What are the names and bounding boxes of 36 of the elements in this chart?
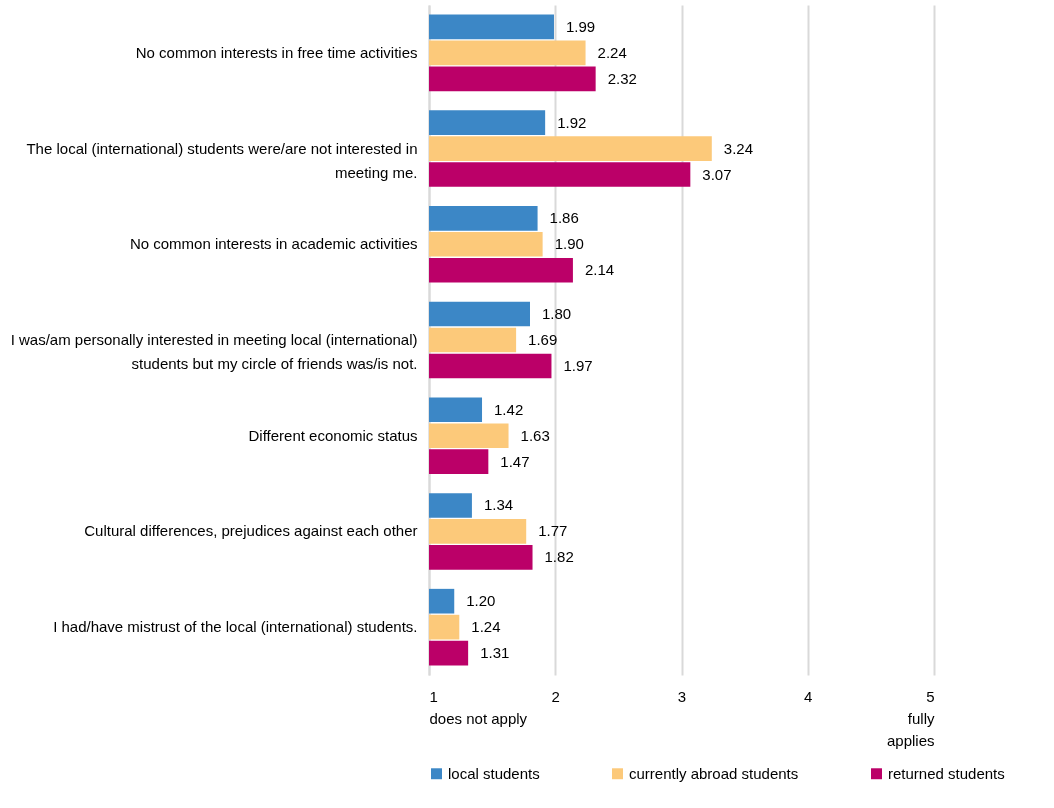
data-label: 1.24 [471,618,501,636]
data-label: 2.14 [584,261,615,279]
y-tick-label: No common interests in free time activities [135,43,418,61]
y-tick-label: The local (international) students were/are not interested in meeting me. [26,139,418,181]
x-tick-label: 4 [804,687,813,705]
data-label: 1.47 [500,452,530,470]
data-label: 1.77 [538,522,568,540]
data-label: 1.34 [483,496,514,514]
y-tick-label: No common interests in academic activities [129,235,418,253]
y-tick-label: I was/am personally interested in meeting local (international) students but my circle of friends was/is not. [10,331,418,372]
legend-label: local students [448,764,540,782]
data-label: 1.90 [554,235,584,253]
data-label: 1.69 [528,331,558,348]
x-tick-label: 1 does not apply [429,687,528,727]
data-label: 3.24 [723,139,753,157]
data-label: 1.86 [549,209,579,227]
data-label: 1.20 [466,592,496,610]
data-label: 1.92 [557,113,587,131]
legend-label: currently abroad students [629,764,799,782]
x-tick-label: 3 [677,687,687,705]
data-label: 1.31 [480,644,510,662]
y-tick-label: Cultural differences, prejudices against each other [84,522,418,540]
data-label: 1.42 [494,400,524,418]
data-label: 1.80 [542,305,572,323]
data-label: 2.24 [597,43,627,61]
data-label: 1.99 [565,17,596,35]
legend-label: returned students [888,764,1005,782]
x-tick-label: 5 fully applies [886,687,935,749]
y-tick-label: I had/have mistrust of the local (international) students. [53,618,418,636]
data-label: 1.82 [544,548,574,566]
x-tick-label: 2 [551,687,560,705]
y-tick-label: Different economic status [248,426,418,444]
data-label: 2.32 [607,69,637,87]
data-label: 1.97 [563,356,593,374]
data-label: 3.07 [702,165,732,183]
data-label: 1.63 [520,426,550,444]
